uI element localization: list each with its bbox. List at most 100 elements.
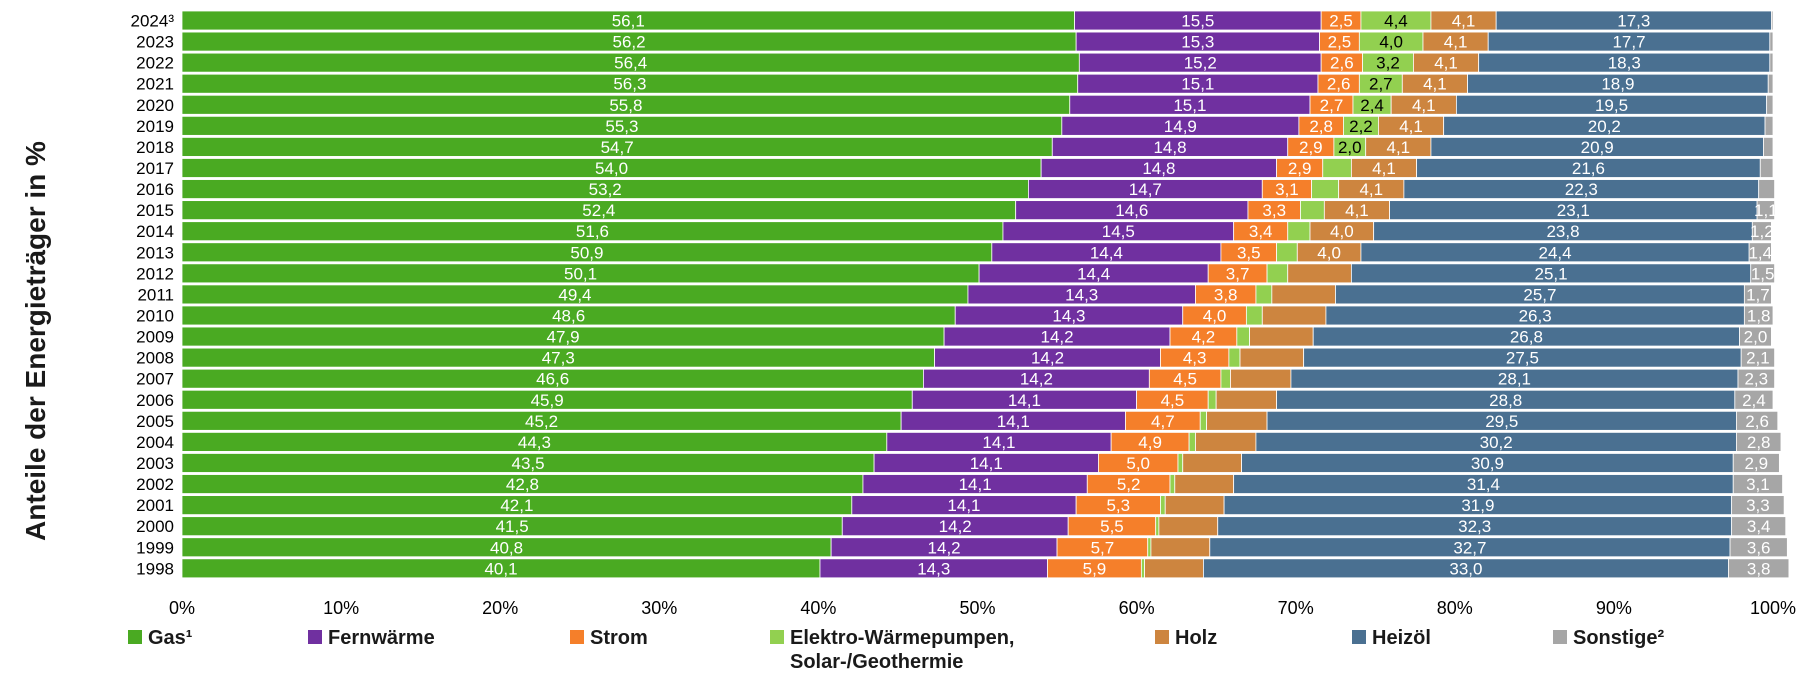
data-label-gas-2015: 52,4 [582,201,615,220]
y-tick-label-2022: 2022 [136,54,174,73]
data-label-fernwa-rme-2020: 15,1 [1173,96,1206,115]
legend-swatch-fernwaerme [308,630,322,644]
data-label-elektro-wa-rmepumpen-solar-geothermie-2019: 2,2 [1349,117,1373,136]
bar-sonstige-2001 [1731,495,1785,516]
y-tick-label-2013: 2013 [136,243,174,262]
bar-elektro-wa-rmepumpen-solar-geothermie-2012 [1266,263,1289,284]
bar-elektro-wa-rmepumpen-solar-geothermie-2015 [1300,200,1325,221]
legend-item-gas: Gas¹ [128,626,192,650]
data-label-holz-2016: 4,1 [1359,180,1383,199]
data-label-sonstige-2003: 2,9 [1744,454,1768,473]
bar-sonstige-2014 [1751,221,1772,242]
data-label-gas-2009: 47,9 [546,328,579,347]
data-label-fernwa-rme-2023: 15,3 [1181,33,1214,52]
y-tick-label-2010: 2010 [136,306,174,325]
data-label-holz-2014: 4,0 [1330,222,1354,241]
data-label-heizo-l-2016: 22,3 [1565,180,1598,199]
data-label-fernwa-rme-2003: 14,1 [970,454,1003,473]
bar-holz-1998 [1144,558,1204,579]
data-label-sonstige-2015: 1,1 [1754,201,1778,220]
x-tick-label-50: 50% [959,598,995,618]
bar-holz-2001 [1164,495,1225,516]
bar-elektro-wa-rmepumpen-solar-geothermie-2005 [1199,410,1208,431]
data-label-heizo-l-2023: 17,7 [1612,33,1645,52]
bar-elektro-wa-rmepumpen-solar-geothermie-2001 [1160,495,1166,516]
legend-label-fernwaerme: Fernwärme [328,627,435,649]
bar-sonstige-2015 [1756,200,1775,221]
data-label-heizo-l-2017: 21,6 [1572,159,1605,178]
data-label-gas-2006: 45,9 [531,391,564,410]
x-tick-label-60: 60% [1119,598,1155,618]
data-label-gas-2002: 42,8 [506,475,539,494]
data-label-strom-2000: 5,5 [1100,517,1124,536]
bar-holz-2011 [1271,284,1336,305]
data-label-gas-2024: 56,1 [612,12,645,31]
legend-swatch-waermepumpen [770,630,784,644]
data-label-elektro-wa-rmepumpen-solar-geothermie-2024: 4,4 [1384,12,1408,31]
bar-elektro-wa-rmepumpen-solar-geothermie-2000 [1155,516,1160,537]
x-tick-label-80: 80% [1437,598,1473,618]
data-label-heizo-l-2008: 27,5 [1506,349,1539,368]
data-label-fernwa-rme-2014: 14,5 [1102,222,1135,241]
data-label-strom-2003: 5,0 [1126,454,1150,473]
y-tick-label-2002: 2002 [136,475,174,494]
data-label-holz-2021: 4,1 [1423,75,1447,94]
y-tick-label-2023: 2023 [136,33,174,52]
data-label-fernwa-rme-2011: 14,3 [1065,285,1098,304]
bar-elektro-wa-rmepumpen-solar-geothermie-2007 [1220,368,1231,389]
data-label-sonstige-2001: 3,3 [1746,496,1770,515]
data-label-fernwa-rme-2000: 14,2 [939,517,972,536]
data-label-gas-2001: 42,1 [500,496,533,515]
data-label-holz-2019: 4,1 [1399,117,1423,136]
data-label-gas-2016: 53,2 [589,180,622,199]
data-label-heizo-l-2001: 31,9 [1461,496,1494,515]
x-tick-label-30: 30% [641,598,677,618]
data-label-heizo-l-2019: 20,2 [1588,117,1621,136]
data-label-elektro-wa-rmepumpen-solar-geothermie-2021: 2,7 [1369,75,1393,94]
data-label-fernwa-rme-2015: 14,6 [1115,201,1148,220]
data-label-strom-2005: 4,7 [1151,412,1175,431]
bar-elektro-wa-rmepumpen-solar-geothermie-2003 [1177,453,1184,473]
data-label-sonstige-2004: 2,8 [1747,433,1771,452]
data-label-fernwa-rme-2006: 14,1 [1008,391,1041,410]
data-label-gas-2013: 50,9 [570,243,603,262]
bar-holz-2012 [1287,263,1352,284]
data-label-gas-2014: 51,6 [576,222,609,241]
y-tick-label-2011: 2011 [137,285,174,304]
data-label-heizo-l-2013: 24,4 [1538,243,1571,262]
data-label-strom-2022: 2,6 [1330,54,1354,73]
y-tick-label-2008: 2008 [136,349,174,368]
bar-elektro-wa-rmepumpen-solar-geothermie-1998 [1140,558,1145,579]
y-tick-label-2016: 2016 [136,180,174,199]
x-tick-label-20: 20% [482,598,518,618]
data-label-heizo-l-2004: 30,2 [1480,433,1513,452]
data-label-fernwa-rme-2009: 14,2 [1041,328,1074,347]
data-label-gas-2021: 56,3 [613,75,646,94]
data-label-gas-2010: 48,6 [552,306,585,325]
legend-label-strom: Strom [590,627,648,649]
legend-item-waermepumpen: Elektro-Wärmepumpen, Solar-/Geothermie [770,626,1014,674]
y-tick-label-2003: 2003 [136,454,174,473]
data-label-heizo-l-2014: 23,8 [1546,222,1579,241]
legend-swatch-sonstige [1553,630,1567,644]
data-label-elektro-wa-rmepumpen-solar-geothermie-2018: 2,0 [1338,138,1362,157]
data-label-elektro-wa-rmepumpen-solar-geothermie-2023: 4,0 [1379,33,1403,52]
bar-elektro-wa-rmepumpen-solar-geothermie-2004 [1188,431,1196,452]
data-label-gas-1998: 40,1 [484,559,517,578]
data-label-strom-2016: 3,1 [1275,180,1299,199]
data-label-gas-2008: 47,3 [542,349,575,368]
legend-item-holz: Holz [1155,626,1217,650]
y-tick-label-2000: 2000 [136,517,174,536]
data-label-sonstige-2012: 1,5 [1751,264,1775,283]
data-label-strom-2011: 3,8 [1214,285,1238,304]
data-label-fernwa-rme-2005: 14,1 [997,412,1030,431]
bar-sonstige-2020 [1766,94,1774,115]
data-label-sonstige-2011: 1,7 [1746,285,1770,304]
legend-swatch-holz [1155,630,1169,644]
bar-sonstige-1998 [1728,558,1790,579]
stacked-bar-chart: 2024³ 56,1 15,5 2,5 4,4 4,1 17,3 2023 56,2 15,3 2,… [131,10,1796,618]
y-tick-label-1999: 1999 [136,538,174,557]
data-label-strom-2001: 5,3 [1106,496,1130,515]
y-tick-label-2015: 2015 [136,201,174,220]
data-label-holz-2013: 4,0 [1317,243,1341,262]
